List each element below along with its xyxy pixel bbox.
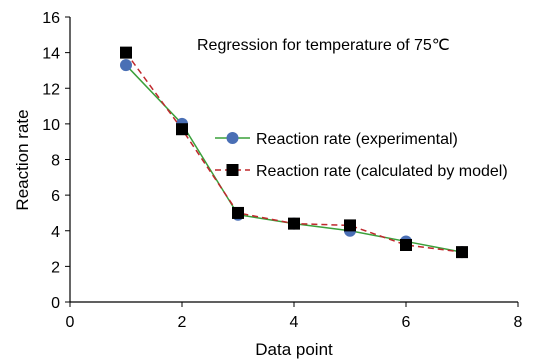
legend-label: Reaction rate (calculated by model) <box>256 163 508 180</box>
y-axis-label: Reaction rate <box>13 109 32 210</box>
y-tick-label: 8 <box>51 153 60 170</box>
y-tick-label: 2 <box>51 259 60 276</box>
legend: Reaction rate (experimental) Reaction rat… <box>215 131 508 180</box>
x-tick-label: 0 <box>66 314 75 331</box>
series-layer <box>120 46 468 259</box>
data-point <box>344 219 356 232</box>
data-point <box>120 46 132 59</box>
y-tick-label: 4 <box>51 224 60 241</box>
legend-item-2: Reaction rate (calculated by model) <box>215 163 508 180</box>
series-2 <box>120 46 468 259</box>
x-tick-label: 6 <box>402 314 411 331</box>
data-point <box>288 217 300 230</box>
chart-annotation: Regression for temperature of 75℃ <box>197 37 450 54</box>
axes <box>69 17 518 303</box>
data-point <box>176 123 188 136</box>
y-axis-ticks: 0 2 4 6 8 10 12 14 16 <box>42 10 70 312</box>
x-axis-ticks: 0 2 4 6 8 <box>66 302 523 331</box>
x-axis-label: Data point <box>255 340 333 359</box>
y-tick-label: 16 <box>42 10 60 27</box>
y-tick-label: 0 <box>51 295 60 312</box>
legend-swatch-marker <box>226 164 239 176</box>
legend-label: Reaction rate (experimental) <box>256 131 458 148</box>
data-point <box>120 59 132 72</box>
y-tick-label: 10 <box>42 117 60 134</box>
data-point <box>400 239 412 251</box>
x-tick-label: 8 <box>514 314 523 331</box>
data-point <box>456 246 468 259</box>
data-point <box>232 206 244 219</box>
y-tick-label: 6 <box>51 188 60 205</box>
legend-swatch-marker <box>226 132 239 144</box>
x-tick-label: 2 <box>178 314 187 331</box>
y-tick-label: 14 <box>42 46 60 63</box>
y-tick-label: 12 <box>42 81 60 98</box>
x-tick-label: 4 <box>290 314 299 331</box>
legend-item-1: Reaction rate (experimental) <box>215 131 458 148</box>
